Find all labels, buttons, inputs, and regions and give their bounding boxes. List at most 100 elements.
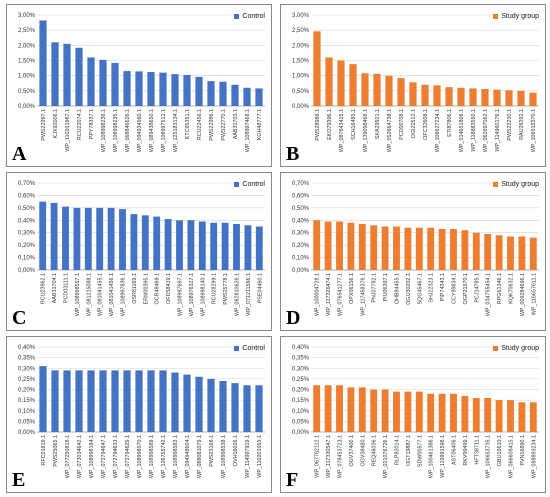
x-tick-label: RCU28299.1 [212,273,218,304]
bar [450,393,457,432]
bar [381,226,389,270]
legend: Control [234,181,265,188]
bar [243,385,251,432]
bar [438,393,446,432]
x-tick-label: RAU26392.1 [519,109,525,140]
bar [207,378,215,432]
bar [87,57,95,106]
y-tick-label: 0,50% [18,206,36,212]
x-tick-label: WP_076541277.1 [338,273,344,316]
bar [75,47,83,106]
bar [469,88,477,106]
x-tick-label: WP_125183134.1 [173,109,179,152]
y-tick-label: 1,50% [292,59,310,65]
bar [207,81,215,106]
bar [75,370,83,432]
y-tick-label: 2,50% [292,28,310,34]
y-tick-label: 0,30% [18,366,36,372]
bar [461,395,469,432]
bar-chart: 0,00% 0,50% 1,00% 1,50% 2,00% 2,50% 3,00% PWS28… [292,13,539,152]
bar [325,57,333,106]
bar [433,85,441,106]
y-tick-label: 0,50% [292,206,310,212]
x-tick-label: WP_114997919.1 [245,435,251,478]
bar [397,78,405,106]
bar [529,237,537,270]
bar [183,75,191,106]
chart-panel-d: 0,00% 0,10% 0,20% 0,30% 0,40% 0,50% 0,60% 0,70%… [280,172,546,331]
x-tick-label: ETI87806.1 [447,109,453,137]
bar [195,76,203,106]
bar [409,82,417,106]
x-tick-label: RCU22456.1 [197,109,203,140]
x-tick-label: HFT38711.1 [474,435,480,465]
bar [159,370,167,432]
y-tick-label: 0,00% [292,430,310,436]
bar [39,20,47,106]
x-tick-label: WP_108997468.1 [245,109,251,152]
chart-panel-f: 0,00% 0,05% 0,10% 0,15% 0,20% 0,25% 0,30% 0,35%… [280,336,546,493]
x-tick-label: WP_126755742.1 [161,435,167,478]
x-tick-label: SHJ22323.1 [429,273,435,303]
bar [153,216,161,270]
bar-chart: 0,00% 0,10% 0,20% 0,30% 0,40% 0,50% 0,60% 0,70%… [18,181,265,316]
bar [358,224,366,270]
bar [99,370,107,432]
x-tick-label: WP_117330547.1 [326,435,332,478]
x-tick-label: WP_082810626.1 [235,273,241,316]
x-tick-label: WP_034755454.1 [486,273,492,316]
legend-label: Control [242,13,265,20]
panel-letter: D [286,307,301,329]
bar [171,372,179,432]
bar [135,71,143,106]
bar [255,226,263,270]
x-tick-label: OGI22512.1 [411,109,417,138]
x-tick-label: PWS22986.1 [209,109,215,141]
x-tick-label: WP_068846626.1 [125,109,131,152]
bar [255,385,263,432]
bar [233,224,240,270]
x-tick-label: OSR81169.1 [132,273,138,304]
y-tick-label: 0,15% [18,398,36,404]
y-tick-label: 0,50% [292,89,310,95]
x-tick-label: WP_071211566.1 [246,273,252,316]
x-tick-label: WP_081215088.1 [86,273,92,316]
bar [349,64,357,106]
legend: Study group [493,13,539,20]
bar-chart: 0,00% 0,50% 1,00% 1,50% 2,00% 2,50% 3,00% PWS22… [18,13,265,152]
y-tick-label: 0,10% [292,256,310,262]
bar [176,220,183,270]
x-tick-label: WP_077250818.1 [65,435,71,478]
bar [427,227,435,270]
bar [450,228,457,270]
x-tick-label: WP_110201955.1 [257,435,263,478]
x-tick-label: WP_072794629.1 [125,435,131,478]
bar [87,370,95,432]
y-tick-label: 0,00% [18,104,36,110]
bar [111,62,119,106]
bar [529,402,537,432]
x-tick-label: OFC32608.1 [423,109,429,140]
x-tick-label: RPG61346.1 [497,273,503,304]
bar [50,202,58,270]
y-tick-label: 0,25% [18,377,36,383]
bar [336,221,343,270]
x-tick-label: WP_106515370.1 [531,109,537,152]
bar [445,87,453,106]
bar [495,235,503,270]
y-tick-label: 0,00% [18,268,36,274]
legend-swatch [234,14,240,19]
bar [255,88,263,106]
legend-label: Control [242,345,265,352]
panel-letter: F [286,469,299,491]
x-tick-label: SKA29921.1 [375,109,381,139]
y-tick-label: 0,05% [292,419,310,425]
x-tick-label: WP_108998583.1 [173,435,179,478]
x-tick-label: EKO79396.1 [327,109,333,140]
bar [96,207,104,270]
x-tick-label: WP_108997697.1 [178,273,184,316]
x-tick-label: WP_139098468.1 [363,109,369,152]
bar [472,398,480,432]
bar [313,220,321,270]
x-tick-label: OGV37400.1 [349,435,355,466]
